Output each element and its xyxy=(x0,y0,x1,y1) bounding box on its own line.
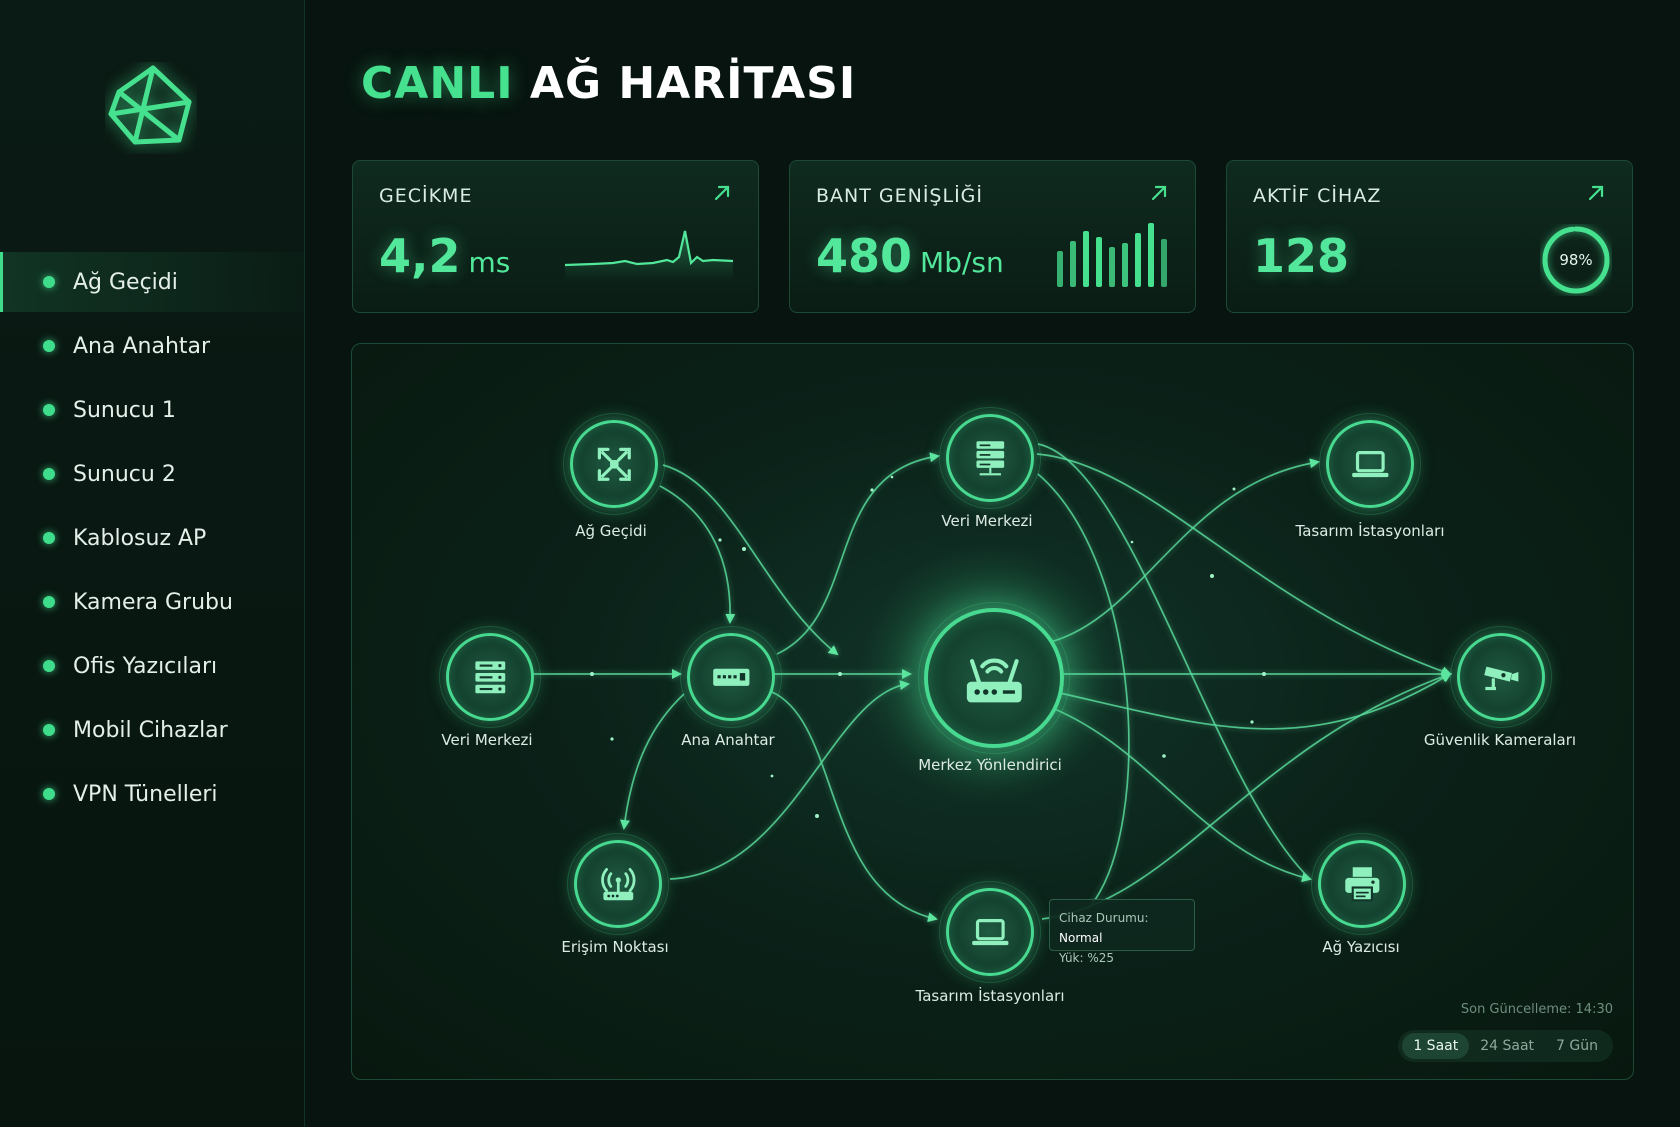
sidebar-item-sunucu-1[interactable]: Sunucu 1 xyxy=(0,380,304,440)
sidebar-item-kablosuz-ap[interactable]: Kablosuz AP xyxy=(0,508,304,568)
latency-unit: ms xyxy=(468,246,511,279)
node-tasarim-istasyonlari-top[interactable] xyxy=(1319,413,1421,515)
node-label: Merkez Yönlendirici xyxy=(918,756,1062,774)
node-ag-gecidi[interactable] xyxy=(563,413,665,515)
active-devices-number: 128 xyxy=(1253,229,1350,283)
network-map[interactable]: Ağ Geçidi Veri Merkezi Ana Anahtar Erişi… xyxy=(351,343,1634,1080)
tooltip-status-row: Cihaz Durumu: Normal xyxy=(1059,908,1185,948)
status-dot-icon xyxy=(43,596,55,608)
server-stack-icon xyxy=(475,661,505,693)
node-erisim-noktasi[interactable] xyxy=(567,833,669,935)
sidebar-item-kamera-grubu[interactable]: Kamera Grubu xyxy=(0,572,304,632)
node-label: Ana Anahtar xyxy=(681,731,775,749)
node-veri-merkezi-top[interactable] xyxy=(939,407,1041,509)
page-title-rest: AĞ HARİTASI xyxy=(529,58,857,109)
latency-card[interactable]: GECİKME 4,2 ms xyxy=(352,160,759,313)
tooltip-load: Yük: %25 xyxy=(1059,951,1115,965)
latency-label: GECİKME xyxy=(379,185,473,207)
bandwidth-value: 480 Mb/sn xyxy=(816,229,1004,283)
printer-icon xyxy=(1344,866,1380,902)
status-dot-icon xyxy=(43,660,55,672)
sidebar-item-label: Sunucu 1 xyxy=(73,397,176,423)
sidebar-item-label: Ağ Geçidi xyxy=(73,269,178,295)
active-devices-card[interactable]: AKTİF CİHAZ 128 98% xyxy=(1226,160,1633,313)
node-label: Güvenlik Kameraları xyxy=(1423,731,1577,749)
page-title: CANLI AĞ HARİTASI xyxy=(361,58,856,109)
status-dot-icon xyxy=(43,340,55,352)
sidebar-item-label: Sunucu 2 xyxy=(73,461,176,487)
node-merkez-yonlendirici[interactable] xyxy=(918,602,1070,754)
sidebar-nav: Ağ Geçidi Ana Anahtar Sunucu 1 Sunucu 2 … xyxy=(0,252,304,828)
utilization-ring-label: 98% xyxy=(1559,251,1592,269)
status-dot-icon xyxy=(43,468,55,480)
network-triangle-logo xyxy=(108,65,192,145)
sidebar-item-label: Ofis Yazıcıları xyxy=(73,653,218,679)
status-dot-icon xyxy=(43,724,55,736)
sidebar-item-label: Kamera Grubu xyxy=(73,589,233,615)
server-rack-icon xyxy=(976,440,1004,476)
node-label: Erişim Noktası xyxy=(561,938,669,956)
status-dot-icon xyxy=(43,276,55,288)
range-1-saat-button[interactable]: 1 Saat xyxy=(1402,1033,1470,1059)
node-label: Ağ Yazıcısı xyxy=(1322,938,1400,956)
node-label: Tasarım İstasyonları xyxy=(1295,522,1445,540)
page-title-accent: CANLI xyxy=(361,58,514,109)
trend-up-arrow-icon xyxy=(1151,185,1167,201)
bandwidth-label: BANT GENİŞLİĞİ xyxy=(816,185,984,207)
latency-sparkline xyxy=(564,230,734,281)
status-dot-icon xyxy=(43,532,55,544)
latency-value: 4,2 ms xyxy=(379,229,510,283)
switch-icon xyxy=(712,668,750,686)
sidebar-item-ag-gecidi[interactable]: Ağ Geçidi xyxy=(0,252,304,312)
sidebar: Ağ Geçidi Ana Anahtar Sunucu 1 Sunucu 2 … xyxy=(0,0,305,1127)
status-dot-icon xyxy=(43,404,55,416)
node-ag-yazicisi[interactable] xyxy=(1311,833,1413,935)
active-devices-label: AKTİF CİHAZ xyxy=(1253,185,1382,207)
bandwidth-unit: Mb/sn xyxy=(920,246,1004,279)
sidebar-item-ofis-yazicilari[interactable]: Ofis Yazıcıları xyxy=(0,636,304,696)
bandwidth-number: 480 xyxy=(816,229,913,283)
status-dot-icon xyxy=(43,788,55,800)
router-icon xyxy=(966,658,1022,703)
sidebar-item-sunucu-2[interactable]: Sunucu 2 xyxy=(0,444,304,504)
access-point-icon xyxy=(600,867,636,900)
node-label: Veri Merkezi xyxy=(941,512,1033,530)
range-24-saat-button[interactable]: 24 Saat xyxy=(1480,1038,1535,1054)
sidebar-item-label: Ana Anahtar xyxy=(73,333,211,359)
node-label: Veri Merkezi xyxy=(441,731,533,749)
trend-up-arrow-icon xyxy=(1588,185,1604,201)
trend-up-arrow-icon xyxy=(714,185,730,201)
node-label: Ağ Geçidi xyxy=(575,522,647,540)
device-tooltip: Cihaz Durumu: Normal Yük: %25 xyxy=(1049,899,1195,965)
last-update-text: Son Güncelleme: 14:30 xyxy=(1460,1002,1613,1017)
tooltip-status-label: Cihaz Durumu: xyxy=(1059,911,1149,925)
latency-number: 4,2 xyxy=(379,229,461,283)
node-veri-merkezi-left[interactable] xyxy=(439,626,541,728)
bandwidth-bars xyxy=(1057,223,1167,287)
expand-arrows-icon xyxy=(597,447,631,481)
laptop-icon xyxy=(1351,450,1389,477)
node-tasarim-istasyonlari-bottom[interactable] xyxy=(939,881,1041,983)
bandwidth-card[interactable]: BANT GENİŞLİĞİ 480 Mb/sn xyxy=(789,160,1196,313)
sidebar-item-label: VPN Tünelleri xyxy=(73,781,218,807)
node-label: Tasarım İstasyonları xyxy=(915,987,1065,1005)
utilization-ring: 98% xyxy=(1542,226,1610,294)
tooltip-status-value: Normal xyxy=(1059,931,1103,945)
security-camera-icon xyxy=(1483,666,1519,690)
sidebar-item-vpn-tunelleri[interactable]: VPN Tünelleri xyxy=(0,764,304,824)
sidebar-item-ana-anahtar[interactable]: Ana Anahtar xyxy=(0,316,304,376)
node-guvenlik-kameralari[interactable] xyxy=(1450,626,1552,728)
sidebar-item-label: Mobil Cihazlar xyxy=(73,717,228,743)
time-range-selector: 1 Saat 24 Saat 7 Gün xyxy=(1398,1030,1613,1062)
range-7-gun-button[interactable]: 7 Gün xyxy=(1556,1038,1598,1054)
laptop-icon xyxy=(971,918,1009,945)
network-links xyxy=(532,443,1452,923)
sidebar-item-label: Kablosuz AP xyxy=(73,525,207,551)
node-ana-anahtar[interactable] xyxy=(680,626,782,728)
active-devices-value: 128 xyxy=(1253,229,1349,283)
sidebar-item-mobil-cihazlar[interactable]: Mobil Cihazlar xyxy=(0,700,304,760)
